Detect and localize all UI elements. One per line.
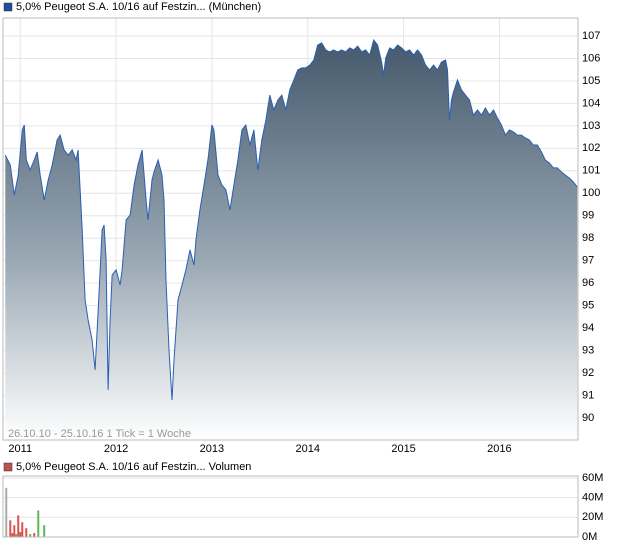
y-tick-label: 20M xyxy=(582,511,603,523)
legend-swatch xyxy=(3,2,13,12)
y-tick-label: 102 xyxy=(582,142,600,154)
y-tick-label: 0M xyxy=(582,531,597,543)
area-fill xyxy=(5,40,578,440)
y-tick-label: 105 xyxy=(582,75,600,87)
y-tick-label: 106 xyxy=(582,52,600,64)
annotation: 26.10.10 - 25.10.16 1 Tick = 1 Woche xyxy=(8,428,191,440)
volume-bar xyxy=(9,520,12,537)
y-tick-label: 98 xyxy=(582,232,594,244)
y-tick-label: 99 xyxy=(582,210,594,222)
y-tick-label: 97 xyxy=(582,255,594,267)
volume-bar xyxy=(33,533,36,537)
volume-bar xyxy=(15,534,18,537)
volume-bar xyxy=(19,532,22,537)
y-tick-label: 95 xyxy=(582,300,594,312)
volume-bar xyxy=(43,525,46,537)
plot-frame xyxy=(2,17,579,441)
legend-swatch xyxy=(3,462,13,472)
legend-label: 5,0% Peugeot S.A. 10/16 auf Festzin... (… xyxy=(16,1,261,13)
y-tick-label: 104 xyxy=(582,97,600,109)
volume-bar xyxy=(37,510,40,537)
y-tick-label: 93 xyxy=(582,344,594,356)
y-tick-label: 100 xyxy=(582,187,600,199)
legend-label: 5,0% Peugeot S.A. 10/16 auf Festzin... V… xyxy=(16,461,251,473)
volume-bar xyxy=(25,528,28,537)
y-tick-label: 107 xyxy=(582,30,600,42)
y-tick-label: 94 xyxy=(582,322,594,334)
y-tick-label: 96 xyxy=(582,277,594,289)
y-tick-label: 91 xyxy=(582,389,594,401)
x-tick-label: 2011 xyxy=(8,443,32,455)
volume-bar xyxy=(29,534,32,537)
volume-bar xyxy=(13,525,16,537)
x-tick-label: 2013 xyxy=(200,443,224,455)
volume-bar xyxy=(5,487,8,537)
x-tick-label: 2015 xyxy=(391,443,415,455)
plot-background xyxy=(2,475,579,538)
x-tick-label: 2016 xyxy=(487,443,511,455)
x-tick-label: 2014 xyxy=(296,443,320,455)
volume-bar xyxy=(11,533,14,537)
plot-frame xyxy=(2,475,579,538)
y-tick-label: 92 xyxy=(582,367,594,379)
y-tick-label: 103 xyxy=(582,120,600,132)
price-line xyxy=(4,38,578,401)
y-tick-label: 60M xyxy=(582,472,603,484)
x-tick-label: 2012 xyxy=(104,443,128,455)
volume-bar xyxy=(17,515,20,537)
y-tick-label: 101 xyxy=(582,165,600,177)
y-tick-label: 40M xyxy=(582,492,603,504)
volume-bar xyxy=(21,522,24,537)
y-tick-label: 90 xyxy=(582,412,594,424)
